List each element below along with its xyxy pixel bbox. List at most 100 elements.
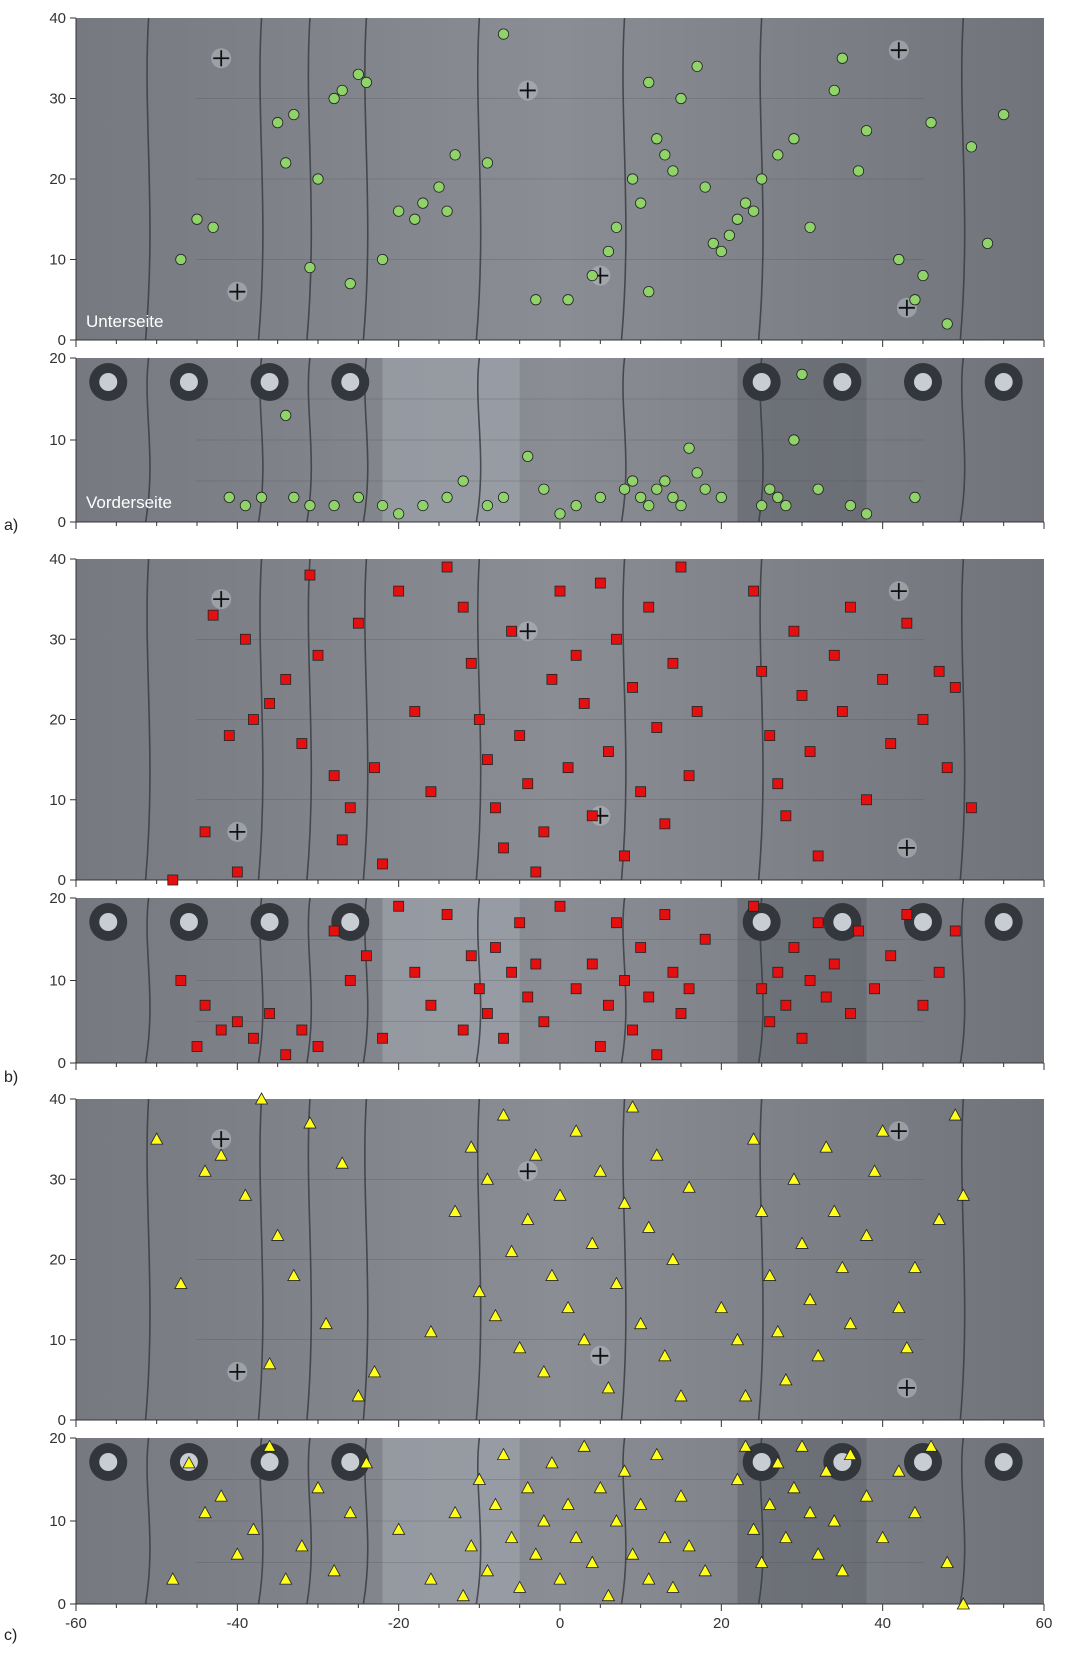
- data-point: [730, 1472, 745, 1485]
- data-point: [391, 1522, 406, 1535]
- data-point: [457, 1024, 469, 1036]
- data-point: [860, 508, 873, 520]
- data-point: [175, 253, 187, 266]
- data-point: [981, 237, 994, 249]
- data-point: [827, 1204, 841, 1217]
- data-point: [456, 1588, 470, 1602]
- data-point: [756, 665, 768, 677]
- data-point: [149, 1132, 164, 1145]
- data-point: [246, 1522, 261, 1535]
- data-point: [667, 165, 679, 177]
- data-point: [603, 999, 614, 1011]
- data-point: [480, 1563, 495, 1577]
- data-point: [965, 141, 978, 153]
- data-point: [611, 633, 622, 645]
- support-center: [260, 373, 279, 391]
- data-point: [667, 966, 679, 978]
- data-point: [643, 991, 655, 1003]
- crack-line: [362, 558, 369, 881]
- section-label-c: c): [4, 1627, 17, 1644]
- y-tick-label: 0: [58, 332, 66, 349]
- data-point: [643, 286, 655, 298]
- data-point: [514, 917, 526, 929]
- data-point: [570, 983, 582, 995]
- data-point: [691, 467, 703, 479]
- support-center: [752, 1453, 771, 1471]
- data-point: [472, 1284, 487, 1297]
- data-point: [796, 1032, 808, 1044]
- data-point: [772, 491, 784, 503]
- data-point: [328, 499, 340, 512]
- data-point: [223, 491, 235, 503]
- data-point: [642, 1572, 656, 1585]
- y-tick-label: 10: [49, 1332, 66, 1349]
- data-point: [586, 810, 598, 822]
- data-point: [506, 966, 518, 978]
- data-point: [312, 173, 324, 185]
- crack-line: [306, 897, 313, 1064]
- section-label-a: a): [4, 517, 18, 534]
- data-point: [522, 450, 534, 462]
- data-point: [966, 802, 977, 814]
- data-point: [538, 483, 550, 495]
- data-point: [619, 975, 630, 986]
- data-point: [409, 706, 421, 717]
- data-point: [893, 253, 905, 266]
- y-tick-label: 30: [49, 1171, 66, 1188]
- data-point: [723, 229, 736, 241]
- data-point: [280, 157, 292, 169]
- data-point: [795, 1236, 809, 1249]
- data-point: [642, 1220, 656, 1233]
- data-point: [843, 1316, 858, 1330]
- data-point: [788, 434, 800, 446]
- section-label-b: b): [4, 1069, 18, 1086]
- data-point: [674, 1389, 688, 1402]
- data-point: [707, 237, 719, 249]
- crack-line: [620, 1437, 627, 1605]
- data-point: [917, 999, 929, 1011]
- data-point: [498, 842, 509, 854]
- data-point: [804, 221, 816, 233]
- data-point: [756, 173, 768, 185]
- data-point: [561, 1497, 575, 1510]
- crack-line: [257, 1098, 264, 1421]
- crack-line: [362, 1098, 369, 1421]
- data-point: [425, 999, 437, 1011]
- data-point: [561, 1300, 575, 1314]
- data-point: [554, 585, 566, 597]
- data-point: [780, 999, 792, 1011]
- data-point: [496, 1108, 511, 1121]
- data-point: [254, 1092, 269, 1105]
- data-point: [546, 673, 558, 685]
- data-point: [191, 213, 203, 225]
- data-point: [787, 1480, 801, 1494]
- crack-line: [475, 558, 482, 881]
- crack-line: [959, 558, 966, 881]
- data-point: [191, 1041, 203, 1052]
- support-center: [260, 1453, 279, 1471]
- data-point: [360, 76, 372, 89]
- data-point: [311, 1480, 325, 1494]
- data-point: [262, 1356, 277, 1370]
- data-point: [812, 917, 824, 929]
- data-point: [804, 975, 816, 986]
- y-tick-label: 0: [58, 514, 66, 531]
- data-point: [464, 1140, 478, 1153]
- crack-line: [257, 558, 264, 881]
- data-point: [667, 491, 679, 503]
- support-center: [99, 373, 118, 391]
- data-point: [303, 1116, 317, 1129]
- y-tick-label: 10: [49, 973, 66, 990]
- data-point: [617, 1196, 632, 1209]
- support-center: [341, 373, 360, 391]
- data-point: [771, 1324, 785, 1338]
- crack-line: [306, 17, 313, 341]
- data-point: [675, 92, 687, 105]
- data-point: [473, 714, 485, 725]
- data-point: [772, 778, 784, 790]
- data-point: [504, 1530, 519, 1543]
- data-point: [512, 1340, 527, 1354]
- support-center: [994, 913, 1013, 931]
- data-point: [360, 950, 372, 962]
- data-point: [835, 1563, 850, 1577]
